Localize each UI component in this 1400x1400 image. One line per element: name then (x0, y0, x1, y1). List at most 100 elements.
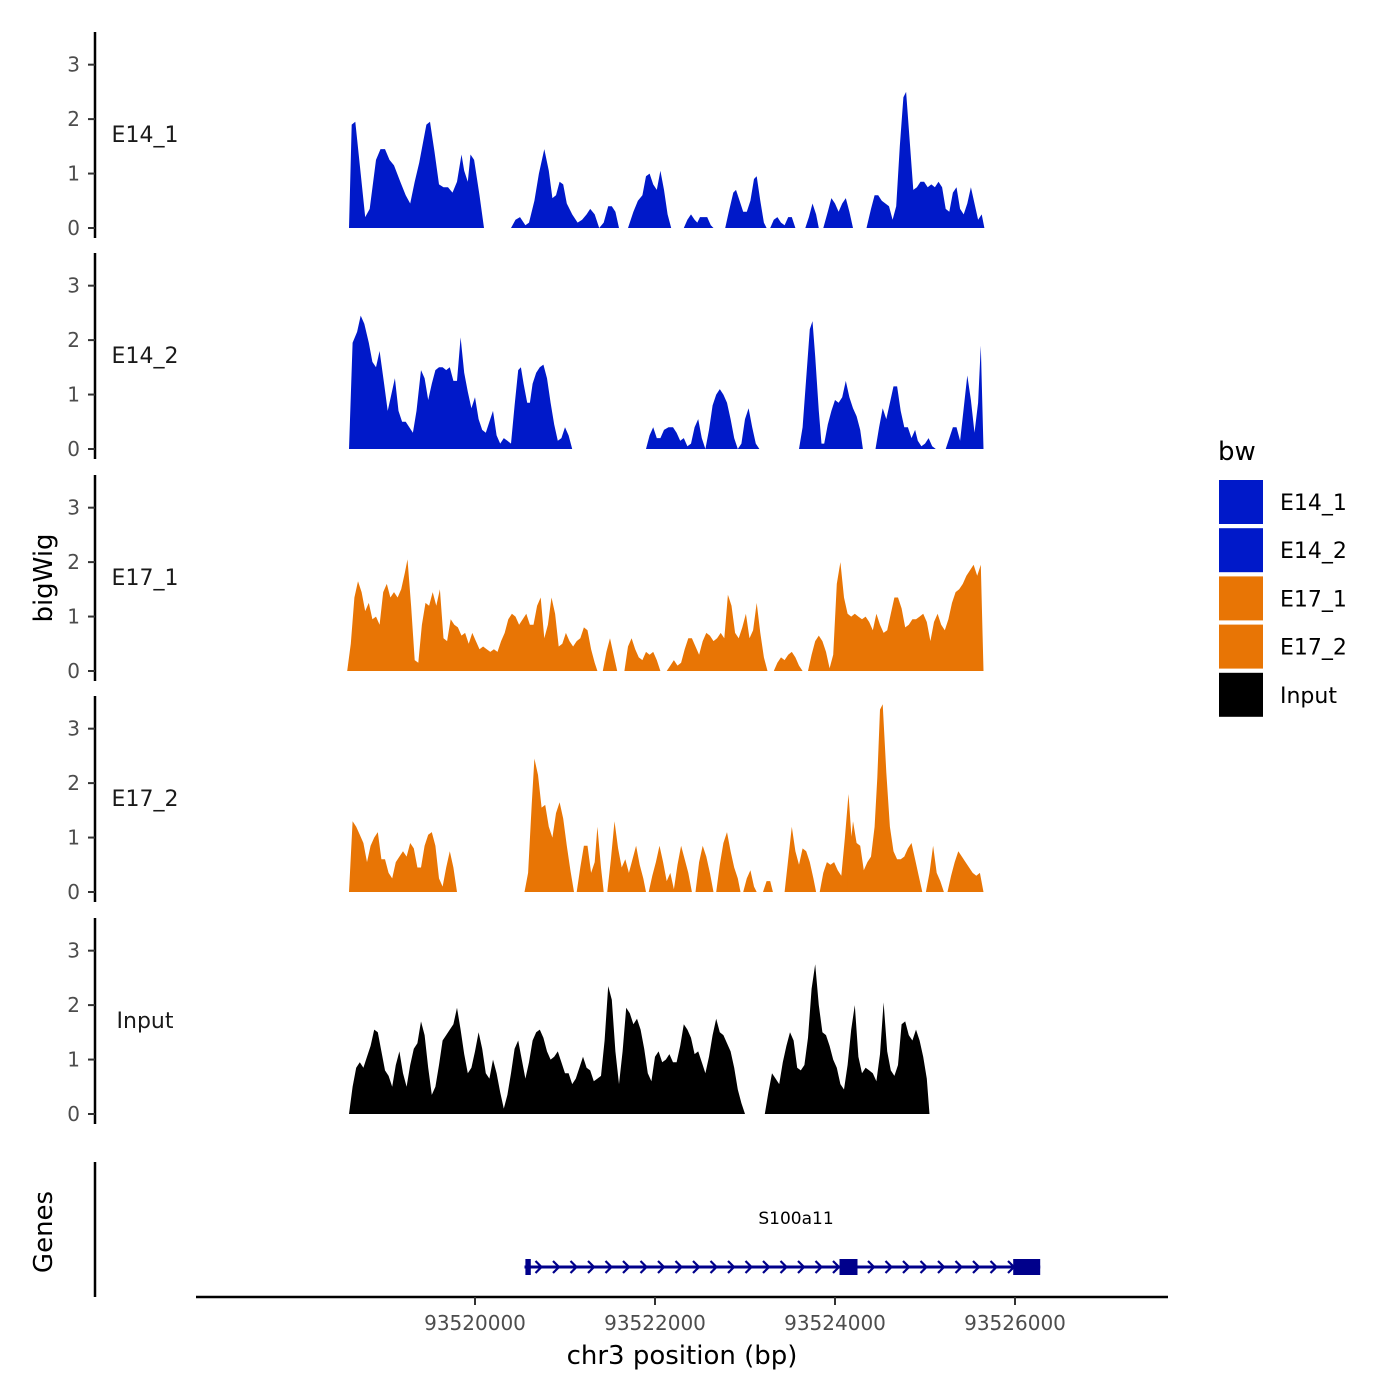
track-panel-e17-2: 0 1 2 3 E17_2 (67, 696, 984, 904)
legend-swatch-e17-1 (1219, 576, 1263, 621)
track-panel-e17-1: 0 1 2 3 E17_1 (67, 475, 984, 683)
strand-arrow (622, 1260, 631, 1274)
y-tick-label: 2 (67, 993, 80, 1017)
panel-label: E14_2 (112, 344, 179, 369)
area-segment-e17-2j (784, 826, 817, 892)
area-segment-e17-2h (743, 870, 757, 892)
panel-label: E14_1 (112, 123, 179, 148)
genes-axis-title: Genes (29, 1191, 59, 1273)
gene-panel: S100a11 (93, 1162, 1041, 1297)
strand-arrow (884, 1260, 894, 1274)
strand-arrow (674, 1260, 684, 1274)
gene-label: S100a11 (758, 1209, 833, 1229)
legend-swatch-e14-1 (1219, 480, 1263, 524)
track-panels: 0 1 2 3 E14_1 0 1 2 3 E14_2 0 1 2 3 E17_1 0 1 2 3 E17_2 0 1 2 3… (67, 32, 985, 1126)
legend-label: E17_2 (1280, 636, 1347, 661)
strand-arrow (867, 1260, 876, 1274)
area-segment-e14-2e (875, 386, 936, 449)
area-segment-e17-2l (846, 704, 923, 892)
area-segment-e17-2c (576, 826, 604, 892)
y-tick-label: 1 (67, 826, 80, 850)
area-segment-e14-1g (805, 203, 819, 228)
y-tick-label: 3 (67, 496, 80, 520)
strand-arrow (534, 1260, 544, 1274)
area-segment-e17-1 (347, 559, 598, 671)
area-segment-e17-2f (695, 845, 714, 892)
y-tick-label: 2 (67, 107, 80, 131)
y-tick-label: 0 (67, 1102, 80, 1126)
legend-title: bw (1218, 437, 1256, 467)
panel-label: E17_1 (112, 566, 179, 591)
strand-arrow (744, 1260, 754, 1274)
y-tick-label: 0 (67, 216, 80, 240)
area-segment-e14-1 (349, 121, 484, 228)
legend-label: Input (1280, 684, 1337, 709)
track-panel-e14-2: 0 1 2 3 E14_2 (67, 253, 984, 461)
y-tick-label: 2 (67, 328, 80, 352)
strand-arrow (797, 1260, 806, 1274)
legend-label: E17_1 (1280, 587, 1347, 612)
strand-arrow (954, 1260, 964, 1274)
area-segment-input-b (764, 964, 930, 1114)
strand-arrow (552, 1260, 561, 1274)
x-tick-label: 93520000 (424, 1311, 526, 1335)
y-tick-label: 3 (67, 939, 80, 963)
legend-swatch-e14-2 (1219, 528, 1263, 573)
track-panel-e14-1: 0 1 2 3 E14_1 (67, 32, 985, 240)
x-axis-title: chr3 position (bp) (567, 1341, 798, 1371)
strand-arrow (814, 1260, 824, 1274)
strand-arrow (604, 1260, 614, 1274)
strand-arrow (762, 1260, 771, 1274)
y-tick-label: 1 (67, 162, 80, 186)
y-tick-label: 2 (67, 771, 80, 795)
area-segment-e14-1f (770, 217, 796, 228)
legend-swatch-e17-2 (1219, 624, 1263, 669)
area-segment-e17-2b (524, 758, 574, 892)
strand-arrow (902, 1260, 911, 1274)
strand-arrow (569, 1260, 579, 1274)
area-segment-e14-2f (945, 345, 984, 449)
strand-arrow (919, 1260, 929, 1274)
strand-arrow (779, 1260, 789, 1274)
area-segment-e14-1d (683, 214, 714, 228)
gene-exon (839, 1259, 858, 1275)
x-tick-label: 93526000 (964, 1311, 1066, 1335)
area-segment-input (349, 986, 745, 1114)
x-tick-label: 93522000 (604, 1311, 706, 1335)
area-segment-e17-1c (624, 638, 661, 671)
area-segment-e17-2m (925, 845, 944, 892)
area-segment-e14-1b (511, 149, 619, 228)
area-segment-e14-2d (799, 321, 863, 449)
y-tick-label: 1 (67, 1048, 80, 1072)
area-segment-e17-2g (716, 832, 741, 892)
area-segment-e17-2e (648, 845, 692, 892)
strand-arrow (587, 1260, 596, 1274)
area-segment-e17-1b (602, 638, 618, 671)
legend-swatch-input (1219, 672, 1263, 717)
strand-arrow (709, 1260, 719, 1274)
y-tick-label: 0 (67, 437, 80, 461)
area-segment-e14-1c (628, 170, 672, 228)
y-tick-label: 1 (67, 383, 80, 407)
strand-arrow (989, 1260, 999, 1274)
track-panel-input: 0 1 2 3 Input (67, 918, 930, 1126)
area-segment-e14-1i (866, 91, 985, 229)
y-tick-label: 1 (67, 605, 80, 629)
area-segment-e17-2i (763, 881, 773, 892)
y-tick-label: 3 (67, 53, 80, 77)
area-segment-e17-2d (607, 821, 646, 892)
legend-label: E14_1 (1280, 491, 1347, 516)
strand-arrow (657, 1260, 666, 1274)
y-tick-label: 0 (67, 880, 80, 904)
area-segment-e14-1h (823, 198, 853, 228)
area-segment-e17-2n (947, 851, 984, 892)
panel-label: Input (117, 1009, 174, 1034)
legend-label: E14_2 (1280, 539, 1347, 564)
x-tick-label: 93524000 (784, 1311, 886, 1335)
strand-arrow (727, 1260, 736, 1274)
area-segment-e14-1e (725, 176, 767, 228)
area-segment-e14-2b (646, 419, 706, 449)
y-tick-label: 3 (67, 717, 80, 741)
gene-exon (1013, 1259, 1041, 1275)
gene-exon (525, 1259, 531, 1275)
